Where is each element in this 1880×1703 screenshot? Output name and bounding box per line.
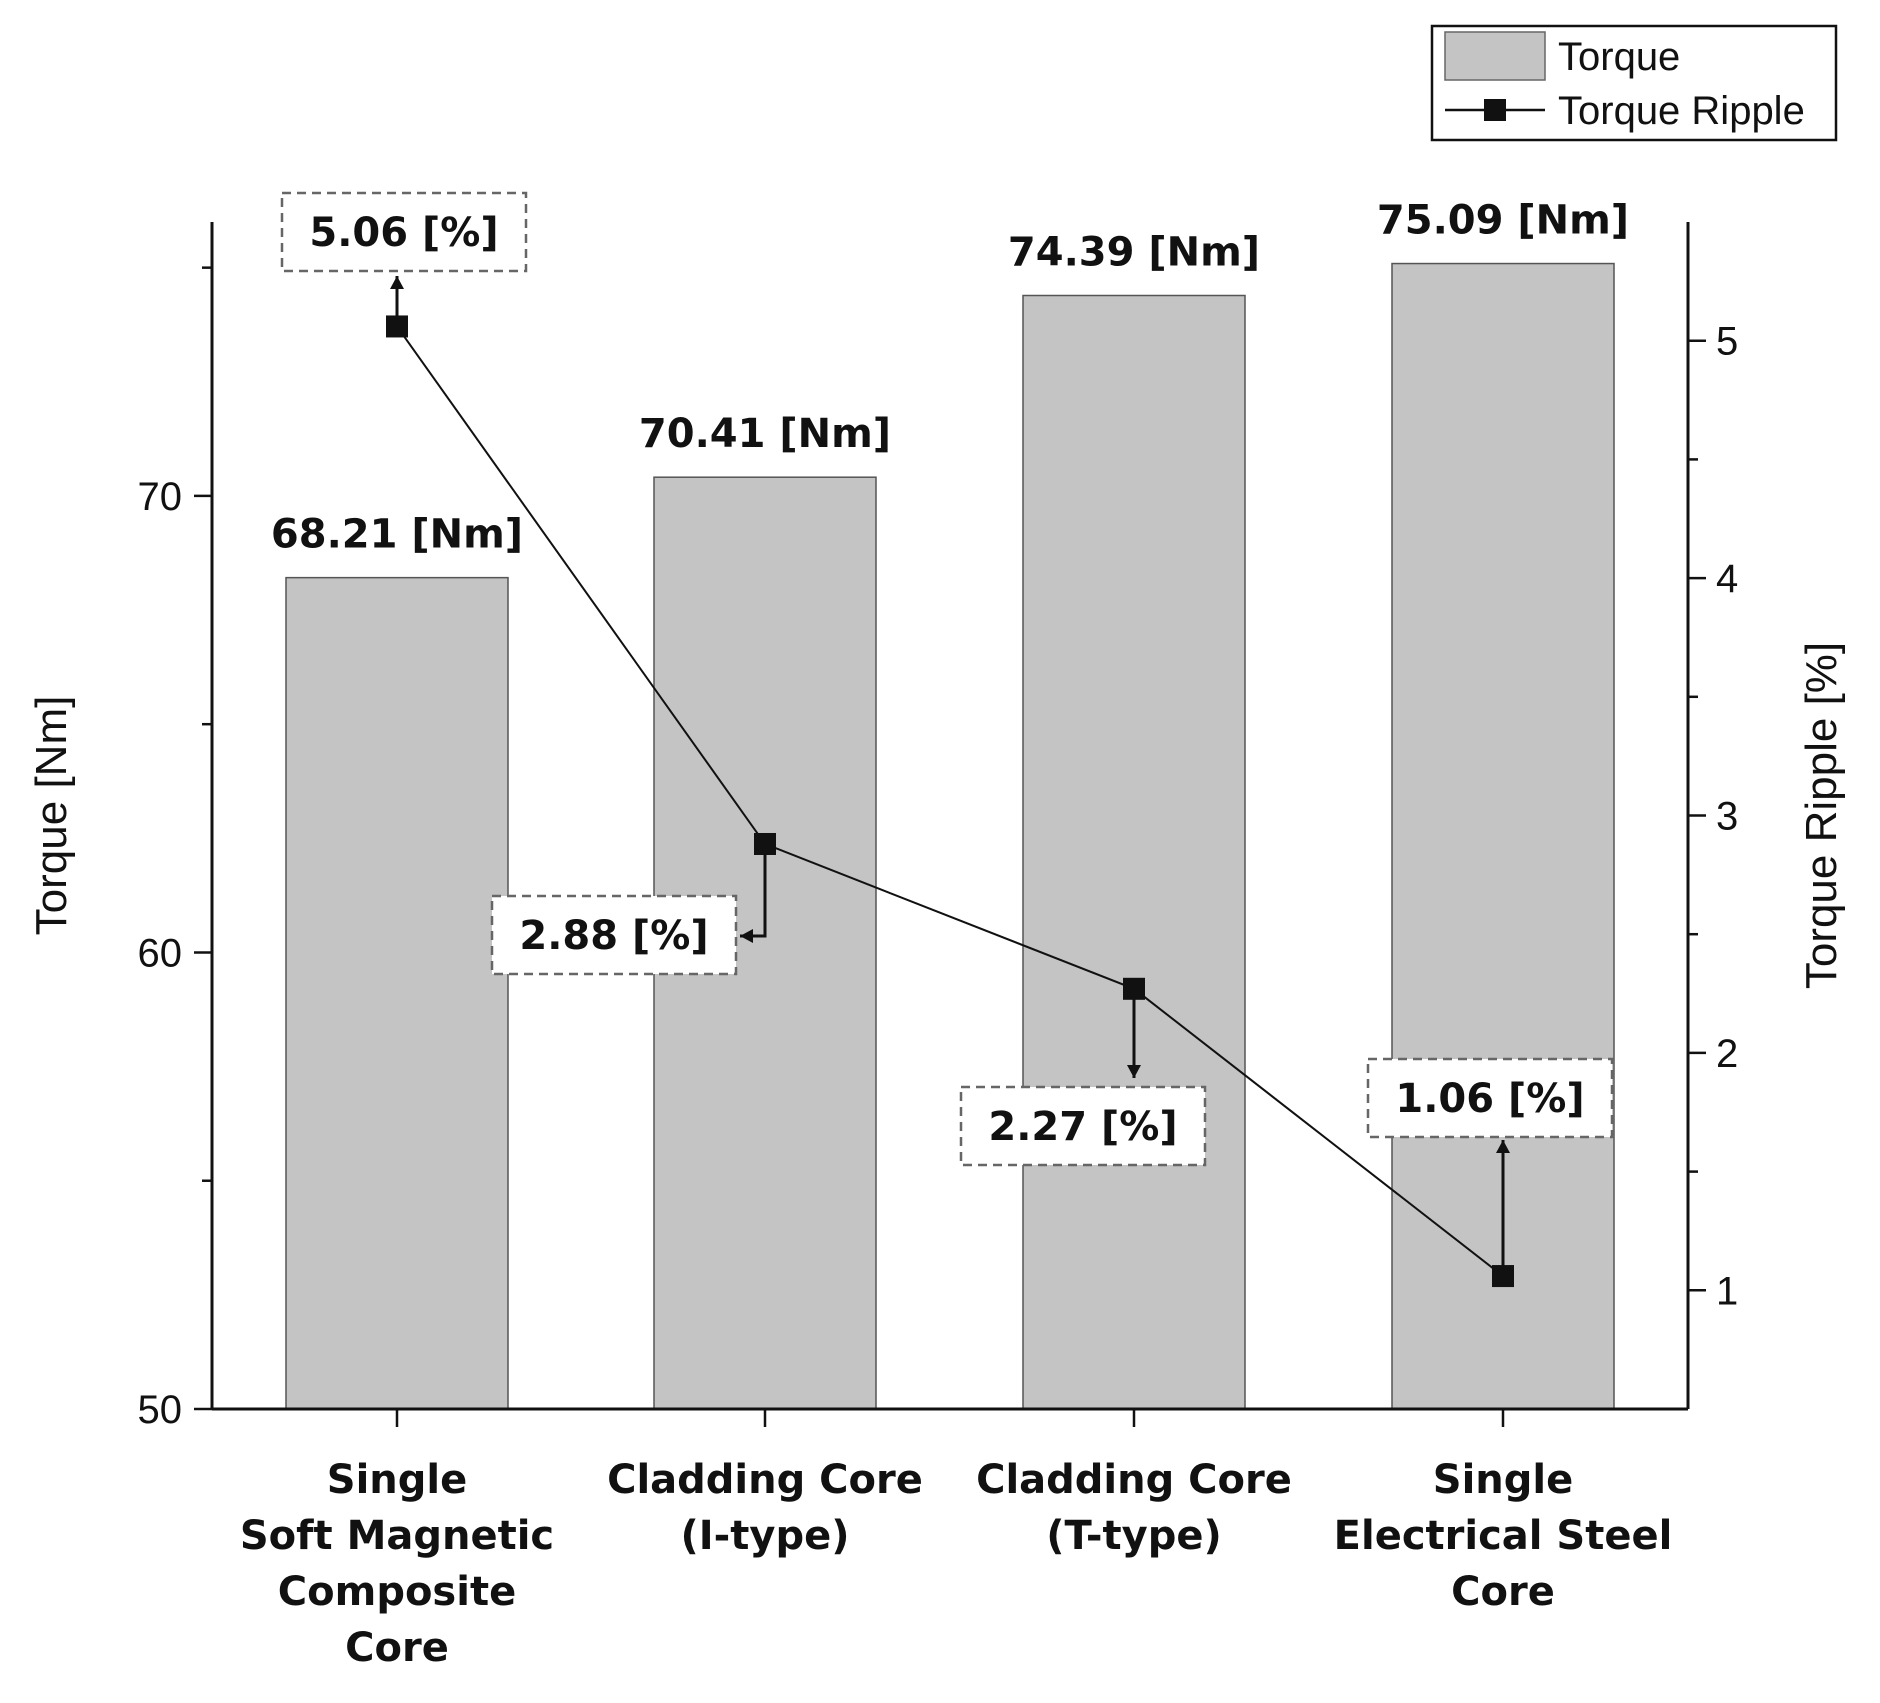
right-tick-label: 5 (1716, 320, 1738, 364)
category-label-line: Electrical Steel (1334, 1513, 1673, 1559)
category-label: Single Soft Magnetic Composite Core (240, 1457, 554, 1671)
category-label-line: Core (1451, 1569, 1555, 1615)
ripple-value-label: 5.06 [%] (309, 210, 498, 256)
torque-value-label: 70.41 [Nm] (639, 411, 891, 457)
ripple-arrowhead (1127, 1065, 1141, 1078)
legend: Torque Torque Ripple (1430, 24, 1838, 142)
category-label-line: Composite (278, 1569, 516, 1615)
category-label-line: Soft Magnetic (240, 1513, 554, 1559)
category-label-line: Single (1433, 1457, 1573, 1503)
ripple-arrowhead (390, 276, 404, 289)
category-label-line: (I-type) (680, 1513, 849, 1559)
left-tick-label: 50 (138, 1388, 183, 1432)
bars-layer (285, 262, 1615, 1410)
category-label: Cladding Core (I-type) (607, 1457, 923, 1559)
category-label: Single Electrical Steel Core (1334, 1457, 1673, 1615)
category-label-line: Single (327, 1457, 467, 1503)
right-tick-label: 4 (1716, 557, 1738, 601)
ripple-label-box (959, 1085, 1207, 1167)
category-label-line: Core (345, 1625, 449, 1671)
axes-layer: 50 60 70 1 2 3 4 5 Single Soft Magnetic Composite C… (27, 222, 1846, 1671)
category-label-line: (T-type) (1046, 1513, 1222, 1559)
torque-value-label: 68.21 [Nm] (271, 512, 523, 558)
ripple-value-label: 1.06 [%] (1395, 1076, 1584, 1122)
ripple-line-layer (386, 315, 1514, 1288)
left-tick-label: 60 (138, 931, 183, 975)
torque-value-label: 75.09 [Nm] (1377, 198, 1629, 244)
category-label-line: Cladding Core (976, 1457, 1292, 1503)
left-axis-title: Torque [Nm] (27, 696, 76, 936)
left-tick-label: 70 (138, 475, 183, 519)
legend-ripple-label: Torque Ripple (1558, 89, 1805, 133)
ripple-series-line (396, 325, 1504, 1277)
category-label: Cladding Core (T-type) (976, 1457, 1292, 1559)
right-axis-title: Torque Ripple [%] (1797, 642, 1846, 989)
right-tick-label: 1 (1716, 1269, 1738, 1313)
ripple-marker (1492, 1265, 1514, 1288)
right-tick-label: 3 (1716, 795, 1738, 839)
right-tick-label: 2 (1716, 1032, 1738, 1076)
legend-torque-label: Torque (1558, 35, 1680, 79)
ripple-label-box (1366, 1057, 1614, 1139)
legend-torque-swatch (1444, 31, 1546, 81)
ripple-arrowhead (1496, 1140, 1510, 1153)
ripple-value-label: 2.27 [%] (988, 1104, 1177, 1150)
torque-bar (1022, 294, 1246, 1410)
ripple-label-box (490, 894, 738, 976)
ripple-label-box (280, 191, 528, 273)
ripple-arrowhead (740, 929, 753, 943)
category-label-line: Cladding Core (607, 1457, 923, 1503)
labels-layer: 68.21 [Nm] 70.41 [Nm] 74.39 [Nm] 75.09 [Nm]… (271, 191, 1629, 1275)
ripple-value-label: 2.88 [%] (519, 913, 708, 959)
torque-bar (285, 576, 509, 1410)
torque-value-label: 74.39 [Nm] (1008, 230, 1260, 276)
legend-ripple-marker (1484, 99, 1506, 121)
